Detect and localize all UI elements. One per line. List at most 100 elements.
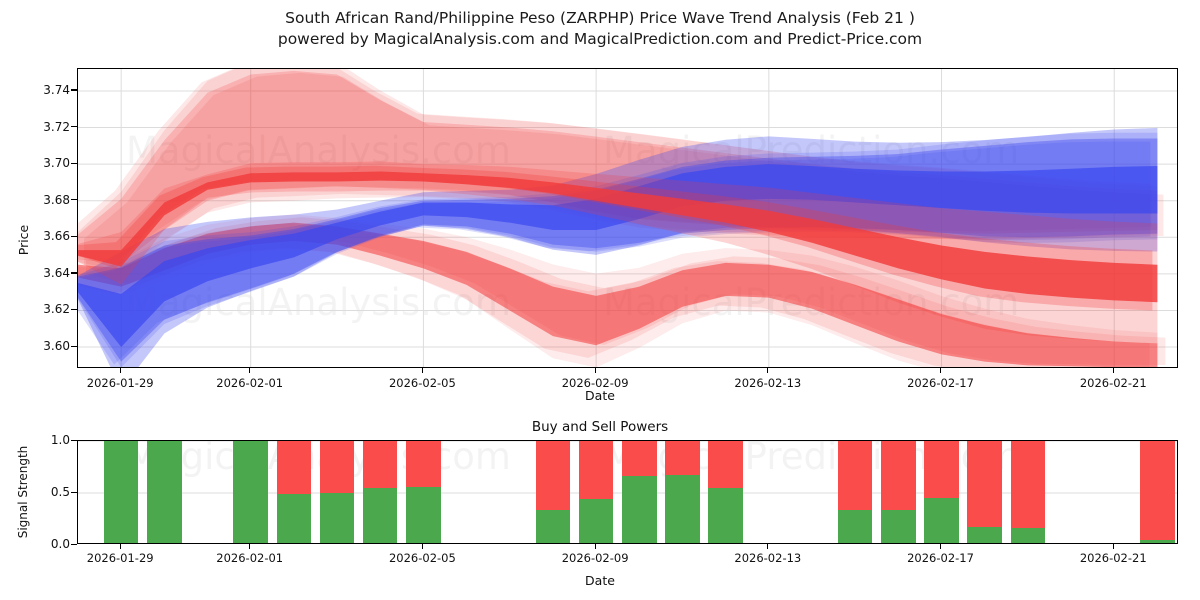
powers-x-tick: 2026-02-13 xyxy=(734,551,802,565)
buy-power-segment xyxy=(147,441,182,543)
price-x-tick: 2026-02-05 xyxy=(388,376,456,390)
price-x-axis-label: Date xyxy=(585,388,615,403)
price-y-tick: 3.74 xyxy=(43,82,70,97)
sell-power-segment xyxy=(881,441,916,510)
buy-power-segment xyxy=(665,475,700,543)
sell-power-segment xyxy=(622,441,657,477)
price-x-tick-mark xyxy=(119,368,121,373)
price-y-tick: 3.60 xyxy=(43,339,70,354)
price-x-tick-mark xyxy=(421,368,423,373)
price-y-tick-mark xyxy=(71,272,77,274)
powers-x-tick-mark xyxy=(594,544,596,549)
price-y-tick-mark xyxy=(71,89,77,91)
buy-power-segment xyxy=(1010,528,1046,543)
buy-power-segment xyxy=(406,486,441,543)
sell-power-segment xyxy=(535,441,571,510)
sell-power-segment xyxy=(708,441,743,488)
price-y-tick: 3.72 xyxy=(43,119,70,134)
power-bar[interactable] xyxy=(535,441,571,543)
price-y-tick: 3.66 xyxy=(43,229,70,244)
sell-power-segment xyxy=(665,441,700,476)
powers-y-tick: 1.0 xyxy=(50,433,70,447)
sell-power-segment xyxy=(578,441,614,500)
power-bar[interactable] xyxy=(362,441,398,543)
price-y-tick: 3.62 xyxy=(43,302,70,317)
buy-power-segment xyxy=(276,494,312,543)
power-bar[interactable] xyxy=(103,441,139,543)
price-y-tick-mark xyxy=(71,345,77,347)
power-bar[interactable] xyxy=(406,441,441,543)
price-y-tick-mark xyxy=(71,199,77,201)
powers-x-tick-mark xyxy=(767,544,769,549)
power-bar[interactable] xyxy=(276,441,312,543)
price-y-tick-mark xyxy=(71,162,77,164)
price-x-tick: 2026-02-17 xyxy=(907,376,974,390)
price-x-tick-mark xyxy=(594,368,596,373)
powers-chart-plot: MagicalAnalysis.com MagicalPrediction.co… xyxy=(77,440,1178,544)
power-bar[interactable] xyxy=(665,441,700,543)
buy-power-segment xyxy=(535,509,571,543)
price-wave-bands xyxy=(78,69,1177,367)
price-x-tick-mark xyxy=(249,368,251,373)
title-line-1: South African Rand/Philippine Peso (ZARP… xyxy=(285,9,915,27)
power-bar[interactable] xyxy=(147,441,182,543)
powers-x-tick-mark xyxy=(249,544,251,549)
buy-power-segment xyxy=(924,498,959,543)
sell-power-segment xyxy=(276,441,312,495)
sell-power-segment xyxy=(924,441,959,499)
powers-x-tick-mark xyxy=(119,544,121,549)
powers-x-tick: 2026-02-17 xyxy=(907,551,974,565)
buy-power-segment xyxy=(362,487,398,543)
powers-y-tick-mark xyxy=(71,439,77,441)
power-bar[interactable] xyxy=(967,441,1002,543)
price-x-tick: 2026-02-21 xyxy=(1079,376,1147,390)
buy-power-segment xyxy=(319,493,355,543)
powers-y-tick-mark xyxy=(71,543,77,545)
buy-power-segment xyxy=(622,476,657,543)
power-bar[interactable] xyxy=(881,441,916,543)
power-bar[interactable] xyxy=(837,441,873,543)
powers-x-tick-mark xyxy=(1112,544,1114,549)
powers-y-tick: 0.0 xyxy=(50,537,70,551)
price-x-tick: 2026-01-29 xyxy=(86,376,154,390)
sell-power-segment xyxy=(1010,441,1046,529)
price-y-tick: 3.70 xyxy=(43,156,70,171)
powers-x-tick: 2026-02-21 xyxy=(1079,551,1147,565)
power-bar[interactable] xyxy=(1140,441,1175,543)
powers-chart-title: Buy and Sell Powers xyxy=(531,419,669,435)
buy-power-segment xyxy=(578,499,614,543)
sell-power-segment xyxy=(319,441,355,493)
price-x-tick: 2026-02-01 xyxy=(216,376,284,390)
powers-bar-group xyxy=(78,441,1177,543)
price-y-tick-mark xyxy=(71,126,77,128)
sell-power-segment xyxy=(362,441,398,488)
price-y-tick-mark xyxy=(71,235,77,237)
buy-power-segment xyxy=(103,441,139,543)
signal-strength-axis-label: Signal Strength xyxy=(16,445,30,539)
buy-power-segment xyxy=(967,527,1002,543)
power-bar[interactable] xyxy=(578,441,614,543)
price-chart-plot: MagicalAnalysis.com MagicalPrediction.co… xyxy=(77,68,1178,368)
power-bar[interactable] xyxy=(708,441,743,543)
power-bar[interactable] xyxy=(924,441,959,543)
buy-power-segment xyxy=(881,509,916,543)
powers-x-tick-mark xyxy=(421,544,423,549)
power-bar[interactable] xyxy=(233,441,268,543)
powers-x-tick: 2026-02-01 xyxy=(216,551,284,565)
page-title: South African Rand/Philippine Peso (ZARP… xyxy=(0,8,1200,50)
powers-y-tick-mark xyxy=(71,491,77,493)
sell-power-segment xyxy=(1140,441,1175,540)
powers-x-tick: 2026-02-05 xyxy=(388,551,456,565)
price-x-tick: 2026-02-13 xyxy=(734,376,802,390)
powers-x-tick-mark xyxy=(939,544,942,549)
powers-x-tick: 2026-01-29 xyxy=(86,551,154,565)
title-line-2: powered by MagicalAnalysis.com and Magic… xyxy=(277,30,923,48)
power-bar[interactable] xyxy=(622,441,657,543)
price-y-tick: 3.68 xyxy=(43,192,70,207)
buy-power-segment xyxy=(708,487,743,543)
power-bar[interactable] xyxy=(319,441,355,543)
power-bar[interactable] xyxy=(1010,441,1046,543)
price-x-tick-mark xyxy=(1112,368,1114,373)
powers-x-axis-label: Date xyxy=(585,573,615,588)
